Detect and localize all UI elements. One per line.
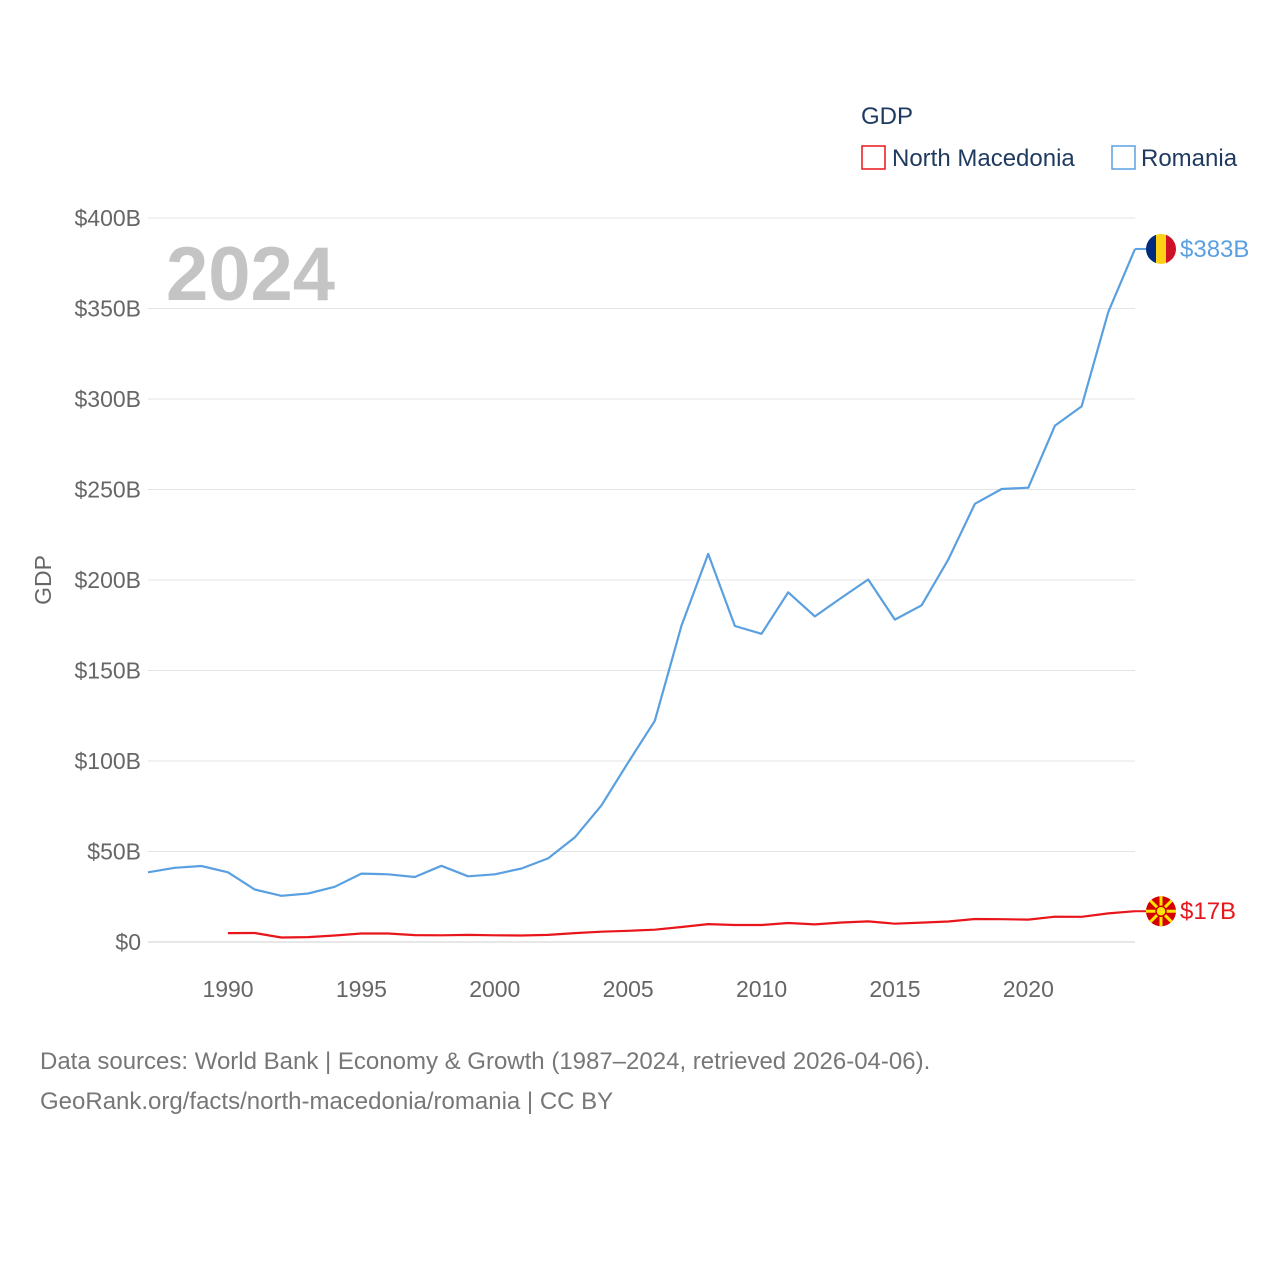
end-label-romania: $383B [1180,236,1249,263]
legend-title: GDP [861,103,913,130]
legend-item-north-macedonia[interactable]: North Macedonia [861,145,1075,172]
footer-attribution-line: GeoRank.org/facts/north-macedonia/romani… [40,1088,614,1115]
y-tick-label: $200B [74,567,141,593]
x-axis-ticks: 1990 1995 2000 2005 2010 2015 2020 [202,976,1053,1002]
x-tick-label: 2005 [603,976,654,1002]
grid-lines [148,217,1135,943]
north-macedonia-flag-icon [1146,896,1176,927]
y-tick-label: $0 [115,929,141,955]
y-axis-ticks: $0 $50B $100B $150B $200B $250B $300B $350B $400… [74,205,141,955]
y-tick-label: $400B [74,205,141,231]
x-tick-label: 1995 [336,976,387,1002]
x-tick-label: 2020 [1003,976,1054,1002]
y-tick-label: $350B [74,296,141,322]
legend-item-romania[interactable]: Romania [1111,145,1238,172]
legend: GDP North Macedonia Romania [861,103,1238,172]
x-tick-label: 1990 [202,976,253,1002]
series-line-romania [147,248,1137,897]
y-tick-label: $100B [74,748,141,774]
x-tick-label: 2010 [736,976,787,1002]
series-end-markers: $17B $383B [1135,233,1249,927]
legend-swatch-romania [1111,145,1136,170]
x-tick-label: 2015 [869,976,920,1002]
footer-sources-line: Data sources: World Bank | Economy & Gro… [40,1048,931,1075]
y-tick-label: $50B [87,839,141,865]
romania-flag-icon [1146,233,1176,264]
legend-label-north-macedonia: North Macedonia [892,145,1075,172]
end-label-north-macedonia: $17B [1180,898,1236,925]
series-line-north-macedonia [227,910,1136,939]
y-axis-label: GDP [30,555,56,605]
legend-label-romania: Romania [1141,145,1238,172]
year-overlay: 2024 [166,232,335,317]
y-tick-label: $300B [74,386,141,412]
y-tick-label: $150B [74,658,141,684]
series-lines [147,248,1137,939]
legend-swatch-north-macedonia [861,145,886,170]
y-tick-label: $250B [74,477,141,503]
footer-source: Data sources: World Bank | Economy & Gro… [40,1042,930,1122]
x-tick-label: 2000 [469,976,520,1002]
